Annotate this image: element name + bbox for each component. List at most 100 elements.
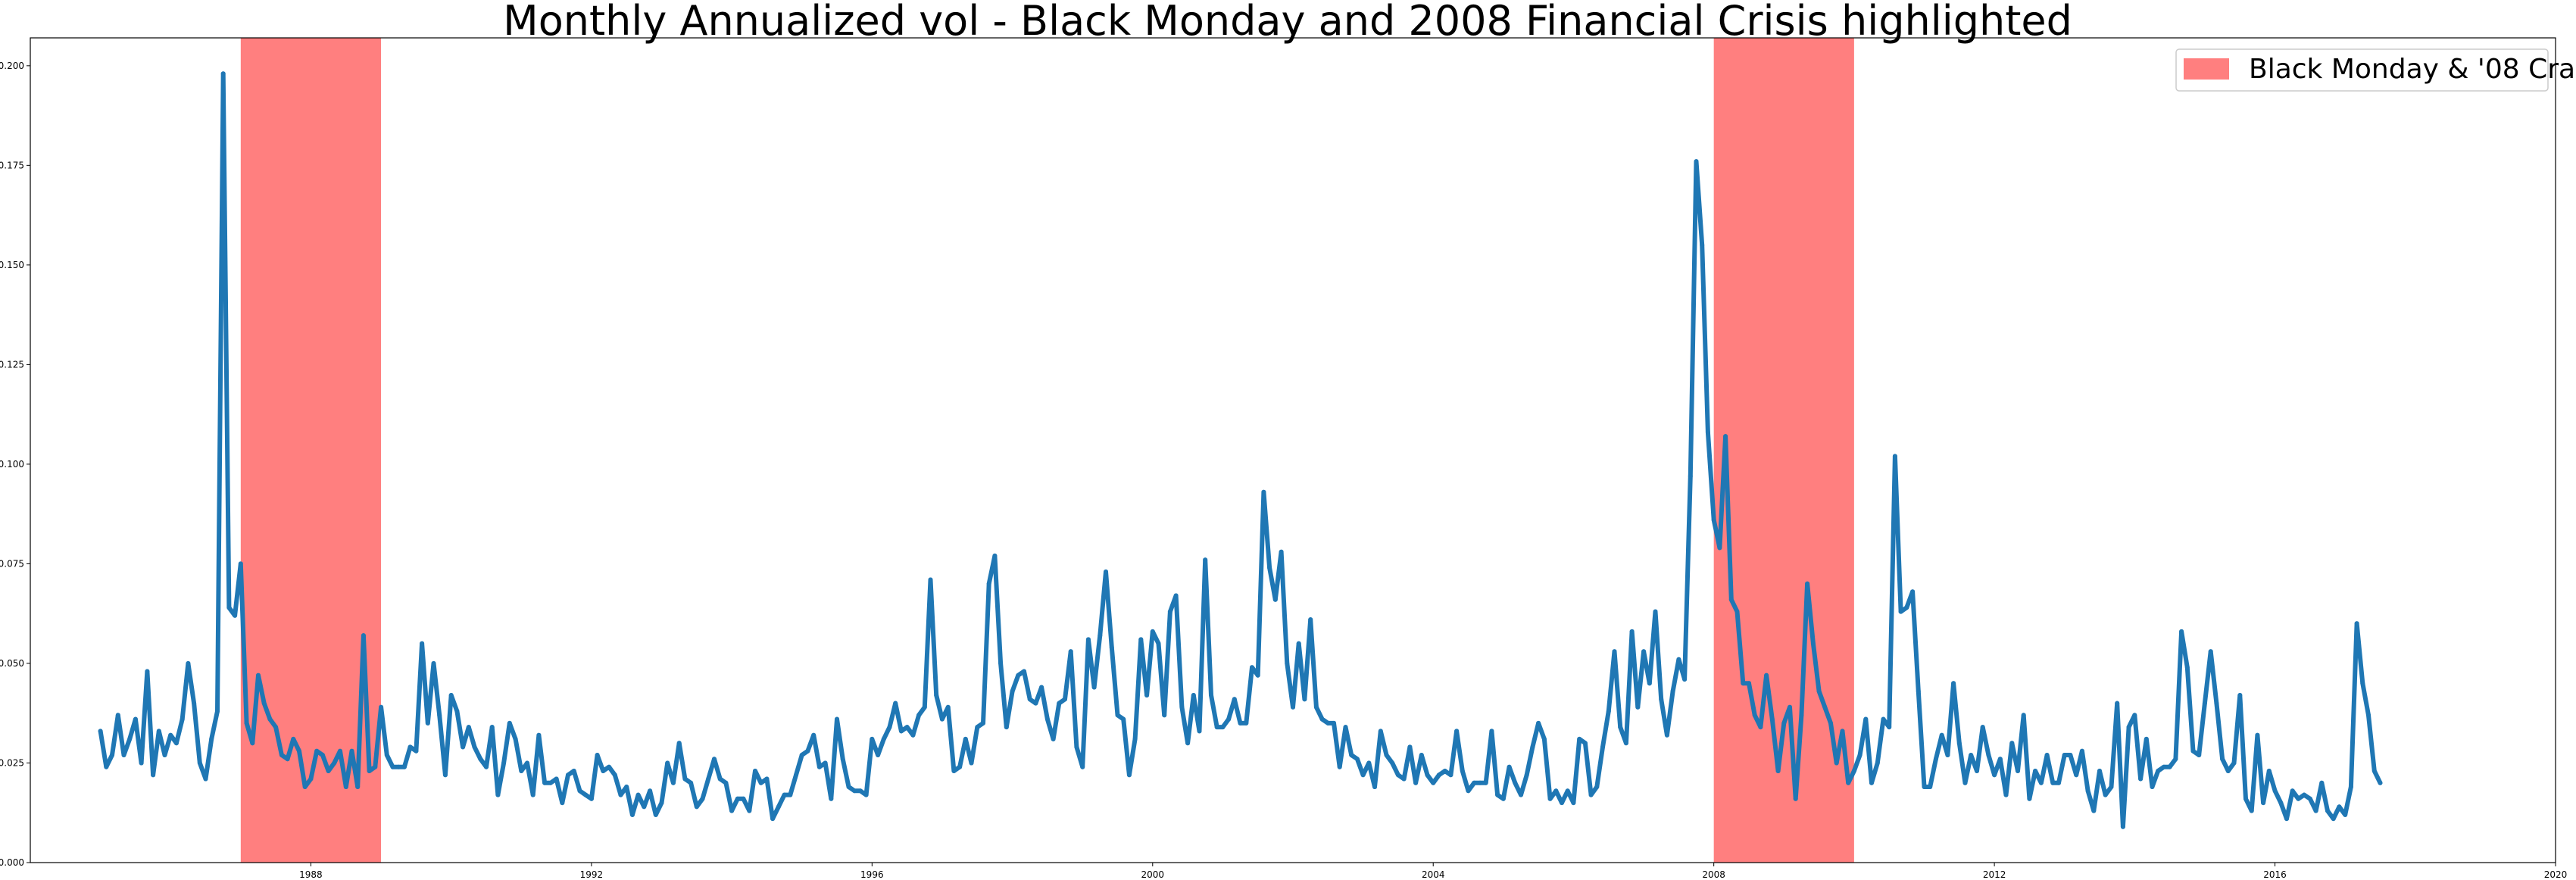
data-point <box>2220 757 2225 762</box>
data-point <box>1319 716 1325 722</box>
data-point <box>1407 744 1413 750</box>
data-point <box>2109 785 2114 789</box>
x-tick-label: 2012 <box>1983 869 2006 880</box>
data-point <box>1916 688 1921 694</box>
data-point <box>1472 780 1477 785</box>
data-point <box>2255 732 2260 738</box>
data-point <box>162 753 167 757</box>
data-point <box>1577 736 1582 741</box>
data-point <box>1910 589 1916 594</box>
data-point <box>261 701 267 706</box>
x-tick-label: 2008 <box>1702 869 1725 880</box>
data-point <box>1209 693 1213 697</box>
data-point <box>1688 473 1693 479</box>
data-point <box>250 741 255 746</box>
data-point <box>835 716 839 722</box>
data-point <box>1828 720 1833 726</box>
data-point <box>1332 720 1336 726</box>
data-point <box>1565 788 1570 794</box>
data-point <box>1571 800 1576 806</box>
data-point <box>104 764 109 769</box>
data-point <box>1956 741 1962 746</box>
data-point <box>2074 772 2079 778</box>
data-point <box>794 772 798 778</box>
data-point <box>1582 741 1588 746</box>
data-point <box>1969 753 1974 757</box>
data-point <box>712 757 717 762</box>
data-point <box>846 785 851 789</box>
y-tick-label: 0.000 <box>0 857 24 868</box>
data-point <box>729 808 735 813</box>
data-point <box>589 796 594 801</box>
data-point <box>267 716 273 722</box>
data-point <box>367 769 372 773</box>
data-point <box>957 764 963 769</box>
data-point <box>1343 725 1348 730</box>
data-point <box>355 785 361 789</box>
data-point <box>1758 725 1763 730</box>
data-point <box>1044 716 1050 722</box>
data-point <box>1816 688 1822 694</box>
data-point <box>1104 570 1108 574</box>
data-point <box>168 732 173 738</box>
data-point <box>934 693 939 697</box>
data-point <box>881 736 886 741</box>
data-point <box>939 716 945 722</box>
data-point <box>373 764 378 769</box>
data-point <box>2173 757 2178 762</box>
data-point <box>676 741 682 746</box>
data-point <box>1612 649 1617 654</box>
data-point <box>1395 772 1400 778</box>
data-point <box>2138 776 2144 782</box>
data-point <box>1232 697 1237 702</box>
data-point <box>2337 804 2342 810</box>
data-point <box>2208 649 2213 654</box>
data-point <box>1793 796 1798 801</box>
data-point <box>840 757 845 762</box>
data-point <box>1349 753 1354 757</box>
data-point <box>145 669 150 674</box>
data-point <box>1226 716 1232 722</box>
data-point <box>898 729 904 734</box>
data-point <box>1150 629 1155 634</box>
data-point <box>1805 581 1810 586</box>
data-point <box>1951 681 1956 686</box>
data-point <box>1302 697 1307 702</box>
legend-label: Black Monday & '08 Crash <box>2249 54 2576 85</box>
data-point <box>1126 772 1132 778</box>
data-point <box>472 744 477 750</box>
data-point <box>1138 637 1144 642</box>
data-point <box>461 744 466 750</box>
data-point <box>1875 760 1880 766</box>
data-point <box>1700 242 1705 248</box>
data-point <box>1898 609 1903 614</box>
legend-box <box>2175 48 2549 92</box>
data-point <box>1244 720 1249 726</box>
legend-swatch <box>2184 58 2229 80</box>
data-point <box>1547 796 1553 801</box>
data-point <box>302 785 308 789</box>
data-point <box>2190 748 2196 754</box>
data-point <box>2144 736 2149 741</box>
data-point <box>431 661 436 666</box>
x-tick-label: 1996 <box>860 869 884 880</box>
data-point <box>2243 796 2248 801</box>
data-point <box>233 613 238 618</box>
axes: 1988 1992 1996 2000 2004 2008 2012 2016 2020 0.00… <box>0 61 2567 880</box>
data-point <box>326 769 331 773</box>
data-point <box>1834 760 1839 766</box>
data-point <box>1085 637 1091 642</box>
data-point <box>466 725 471 730</box>
data-point <box>513 736 518 741</box>
data-point <box>653 812 658 817</box>
data-point <box>1109 644 1114 650</box>
data-point <box>1308 617 1313 623</box>
data-point <box>1057 701 1062 706</box>
y-tick-label: 0.100 <box>0 459 24 470</box>
data-point <box>805 748 810 754</box>
data-point <box>1594 785 1600 789</box>
chart-title: Monthly Annualized vol - Black Monday an… <box>503 0 2072 45</box>
data-point <box>1478 780 1482 785</box>
data-point <box>1653 609 1658 614</box>
data-point <box>1536 720 1541 726</box>
